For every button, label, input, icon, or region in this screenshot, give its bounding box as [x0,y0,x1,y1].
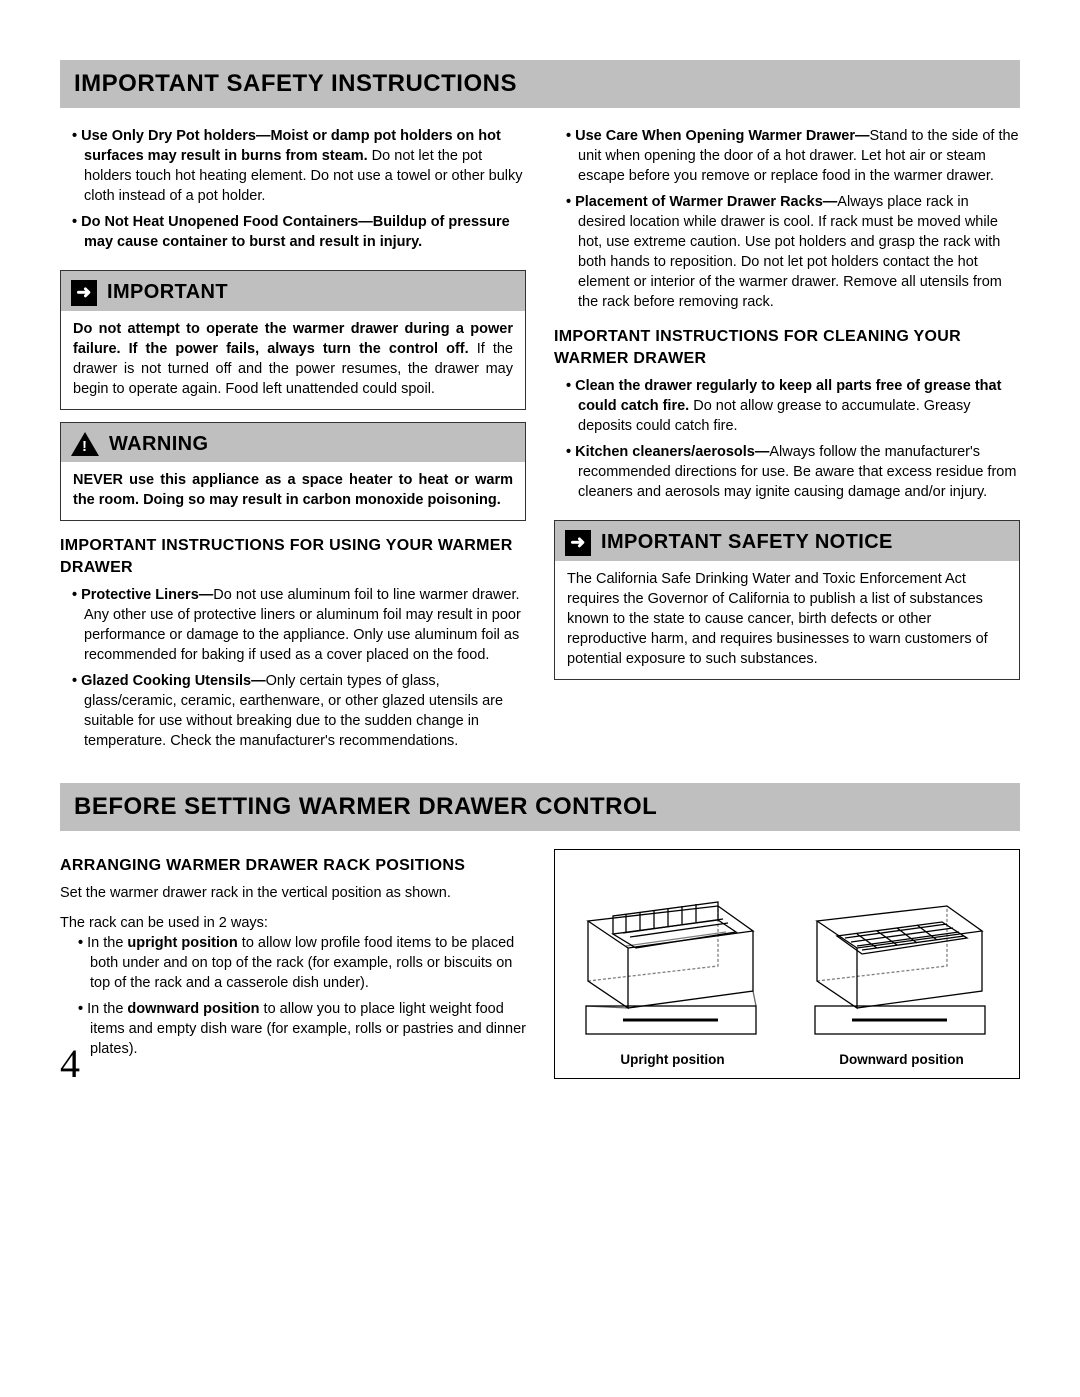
rack-header: ARRANGING WARMER DRAWER RACK POSITIONS [60,855,526,877]
safety-notice-callout: IMPORTANT SAFETY NOTICE The California S… [554,520,1020,680]
bullet-rack-placement: Placement of Warmer Drawer Racks—Always … [566,192,1020,312]
bullet-lead: Placement of Warmer Drawer Racks— [575,194,837,210]
cleaning-bullets: Clean the drawer regularly to keep all p… [554,376,1020,502]
right-top-bullets: Use Care When Opening Warmer Drawer—Stan… [554,126,1020,312]
safety-columns: Use Only Dry Pot holders—Moist or damp p… [60,126,1020,757]
downward-label-text: Downward position [839,1052,964,1067]
warning-icon [71,432,99,456]
upright-label: Upright position [620,1052,724,1068]
bullet-lead: Use Care When Opening Warmer Drawer— [575,128,869,144]
bullet-rest: Always place rack in desired location wh… [578,194,1002,310]
bullet-lead: Protective Liners— [81,587,213,603]
rack-ways-list: In the upright position to allow low pro… [60,933,526,1059]
rack-p1: Set the warmer drawer rack in the vertic… [60,883,526,903]
bullet-cleaners-aerosols: Kitchen cleaners/aerosols—Always follow … [566,442,1020,502]
warning-lead: NEVER use this appliance as a space heat… [73,472,513,508]
downward-drawer-wrap: Downward position [797,886,1007,1068]
b1-bold: upright position [127,935,237,951]
upright-drawer-wrap: Upright position [568,886,778,1068]
upright-label-text: Upright position [620,1052,724,1067]
left-top-bullets: Use Only Dry Pot holders—Moist or damp p… [60,126,526,252]
bullet-lead: Do Not Heat Unopened Food Containers—Bui… [81,214,510,250]
bullet-use-care-opening: Use Care When Opening Warmer Drawer—Stan… [566,126,1020,186]
important-lead: Do not attempt to operate the warmer dra… [73,321,513,357]
notice-head: IMPORTANT SAFETY NOTICE [555,521,1019,561]
rack-figure: Upright position [554,849,1020,1079]
bullet-pot-holders: Use Only Dry Pot holders—Moist or damp p… [72,126,526,206]
bullet-lead: Glazed Cooking Utensils— [81,673,266,689]
downward-drawer-icon [797,886,1007,1046]
b1-pre: In the [87,935,127,951]
rack-text-column: ARRANGING WARMER DRAWER RACK POSITIONS S… [60,849,526,1079]
before-setting-banner: BEFORE SETTING WARMER DRAWER CONTROL [60,783,1020,831]
b2-pre: In the [87,1001,127,1017]
using-header: IMPORTANT INSTRUCTIONS FOR USING YOUR WA… [60,535,526,579]
b2-bold: downward position [127,1001,259,1017]
rack-figure-column: Upright position [554,849,1020,1079]
before-setting-columns: ARRANGING WARMER DRAWER RACK POSITIONS S… [60,849,1020,1079]
arrow-icon [71,280,97,306]
bullet-unopened-containers: Do Not Heat Unopened Food Containers—Bui… [72,212,526,252]
left-column: Use Only Dry Pot holders—Moist or damp p… [60,126,526,757]
rack-p2: The rack can be used in 2 ways: [60,913,526,933]
important-body: Do not attempt to operate the warmer dra… [61,311,525,409]
important-title: IMPORTANT [107,279,228,307]
safety-instructions-banner: IMPORTANT SAFETY INSTRUCTIONS [60,60,1020,108]
using-bullets: Protective Liners—Do not use aluminum fo… [60,585,526,751]
warning-body: NEVER use this appliance as a space heat… [61,462,525,520]
warning-callout: WARNING NEVER use this appliance as a sp… [60,422,526,522]
warning-head: WARNING [61,423,525,463]
right-column: Use Care When Opening Warmer Drawer—Stan… [554,126,1020,757]
notice-title: IMPORTANT SAFETY NOTICE [601,529,893,557]
bullet-protective-liners: Protective Liners—Do not use aluminum fo… [72,585,526,665]
page-number: 4 [60,1040,80,1087]
bullet-glazed-utensils: Glazed Cooking Utensils—Only certain typ… [72,671,526,751]
important-head: IMPORTANT [61,271,525,311]
arrow-icon [565,530,591,556]
important-callout: IMPORTANT Do not attempt to operate the … [60,270,526,410]
cleaning-header: IMPORTANT INSTRUCTIONS FOR CLEANING YOUR… [554,326,1020,370]
rack-way-downward: In the downward position to allow you to… [78,999,526,1059]
warning-title: WARNING [109,431,208,459]
upright-drawer-icon [568,886,778,1046]
bullet-lead: Kitchen cleaners/aerosols— [575,444,769,460]
downward-label: Downward position [839,1052,964,1068]
rack-way-upright: In the upright position to allow low pro… [78,933,526,993]
notice-body: The California Safe Drinking Water and T… [555,561,1019,679]
bullet-clean-regularly: Clean the drawer regularly to keep all p… [566,376,1020,436]
